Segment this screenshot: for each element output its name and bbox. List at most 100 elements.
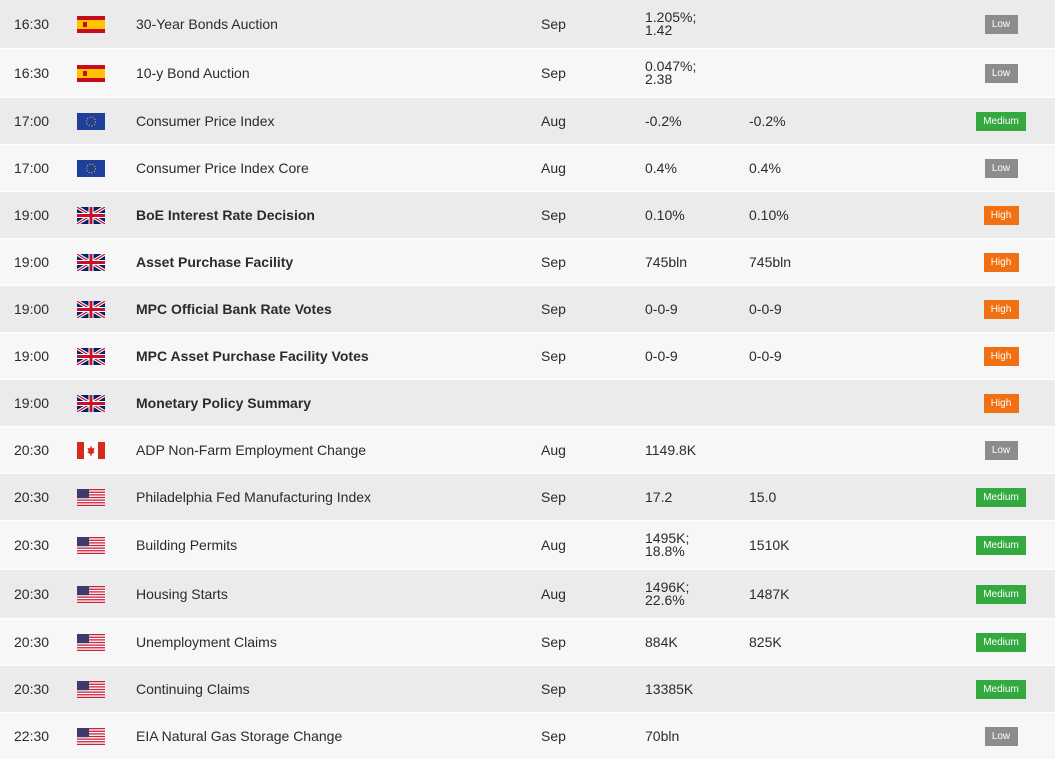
event-name[interactable]: Building Permits <box>136 537 238 553</box>
table-row[interactable]: 20:30 Unemployment Claims Sep 884K 825K Mediu… <box>0 619 1055 666</box>
importance-cell: High <box>976 333 1026 379</box>
importance-badge: High <box>983 393 1019 413</box>
event-name[interactable]: Consumer Price Index <box>136 113 275 129</box>
uk-flag-icon <box>77 239 105 285</box>
event-forecast: 1487K <box>749 586 790 602</box>
event-name[interactable]: Housing Starts <box>136 586 228 602</box>
event-name[interactable]: MPC Official Bank Rate Votes <box>136 301 332 317</box>
table-row[interactable]: 20:30 ADP Non-Farm Employment Change Aug 11… <box>0 427 1055 474</box>
importance-badge: Medium <box>976 111 1026 131</box>
event-time: 19:00 <box>14 395 50 411</box>
uk-flag-icon <box>77 380 105 426</box>
event-name[interactable]: Consumer Price Index Core <box>136 160 309 176</box>
event-period: Aug <box>541 442 566 458</box>
table-row[interactable]: 17:00 Consumer Price Index Aug -0.2% -0.2% Me… <box>0 98 1055 145</box>
importance-cell: Low <box>976 49 1026 97</box>
event-actual: 0.10% <box>645 192 685 238</box>
actual-value: 70bln <box>645 727 680 744</box>
event-actual: 0-0-9 <box>645 286 678 332</box>
event-name[interactable]: Philadelphia Fed Manufacturing Index <box>136 489 372 505</box>
event-period: Aug <box>541 586 566 602</box>
event-name[interactable]: 30-Year Bonds Auction <box>136 16 278 32</box>
actual-value: 0.4% <box>645 159 677 176</box>
spain-flag-icon <box>77 0 105 48</box>
table-row[interactable]: 19:00 MPC Official Bank Rate Votes Sep 0-0-… <box>0 286 1055 333</box>
event-actual: 884K <box>645 619 678 665</box>
usa-flag-icon <box>77 570 105 618</box>
event-time: 17:00 <box>14 113 50 129</box>
importance-badge: High <box>983 205 1019 225</box>
eu-flag-icon <box>77 145 105 191</box>
event-time: 17:00 <box>14 160 50 176</box>
importance-cell: High <box>976 380 1026 426</box>
table-row[interactable]: 19:00 Asset Purchase Facility Sep 745bln 745… <box>0 239 1055 286</box>
importance-cell: Medium <box>976 521 1026 569</box>
event-time: 20:30 <box>14 634 50 650</box>
event-period: Sep <box>541 301 566 317</box>
importance-cell: Low <box>976 145 1026 191</box>
importance-cell: High <box>976 239 1026 285</box>
importance-cell: High <box>976 192 1026 238</box>
event-name[interactable]: Asset Purchase Facility <box>136 254 294 270</box>
usa-flag-icon <box>77 619 105 665</box>
event-name[interactable]: BoE Interest Rate Decision <box>136 207 315 223</box>
actual-value: 0-0-9 <box>645 347 678 364</box>
event-time: 19:00 <box>14 207 50 223</box>
event-forecast: 0-0-9 <box>749 301 782 317</box>
table-row[interactable]: 20:30 Philadelphia Fed Manufacturing Inde… <box>0 474 1055 521</box>
event-period: Sep <box>541 681 566 697</box>
event-forecast: 825K <box>749 634 782 650</box>
table-row[interactable]: 19:00 Monetary Policy Summary High <box>0 380 1055 427</box>
importance-badge: Medium <box>976 584 1026 604</box>
usa-flag-icon <box>77 474 105 520</box>
event-actual: 1149.8K <box>645 427 696 473</box>
event-forecast: -0.2% <box>749 113 786 129</box>
event-period: Sep <box>541 254 566 270</box>
event-name[interactable]: Monetary Policy Summary <box>136 395 312 411</box>
event-time: 20:30 <box>14 681 50 697</box>
actual-value: 17.2 <box>645 488 673 505</box>
event-forecast: 745bln <box>749 254 792 270</box>
event-forecast: 0.4% <box>749 160 781 176</box>
table-row[interactable]: 16:30 30-Year Bonds Auction Sep 1.205%; 1.42… <box>0 0 1055 49</box>
actual-value: 884K <box>645 633 678 650</box>
event-name[interactable]: EIA Natural Gas Storage Change <box>136 728 343 744</box>
table-row[interactable]: 20:30 Building Permits Aug 1495K; 18.8% 1510K… <box>0 521 1055 570</box>
event-name[interactable]: Unemployment Claims <box>136 634 277 650</box>
event-period: Sep <box>541 16 566 32</box>
table-row[interactable]: 20:30 Housing Starts Aug 1496K; 22.6% 1487K Me… <box>0 570 1055 619</box>
importance-cell: Medium <box>976 666 1026 712</box>
table-row[interactable]: 22:30 EIA Natural Gas Storage Change Sep 70… <box>0 713 1055 760</box>
event-name[interactable]: ADP Non-Farm Employment Change <box>136 442 367 458</box>
actual-value: 0.10% <box>645 206 685 223</box>
table-row[interactable]: 20:30 Continuing Claims Sep 13385K Medium <box>0 666 1055 713</box>
importance-cell: Medium <box>976 98 1026 144</box>
event-time: 20:30 <box>14 537 50 553</box>
event-time: 19:00 <box>14 348 50 364</box>
actual-value: 1.42 <box>645 22 673 38</box>
table-row[interactable]: 16:30 10-y Bond Auction Sep 0.047%; 2.38 Low <box>0 49 1055 98</box>
importance-cell: Low <box>976 427 1026 473</box>
actual-value: 1495K; <box>645 530 690 546</box>
importance-badge: Low <box>984 726 1018 746</box>
event-time: 19:00 <box>14 254 50 270</box>
event-time: 16:30 <box>14 65 50 81</box>
event-period: Sep <box>541 634 566 650</box>
spain-flag-icon <box>77 49 105 97</box>
importance-cell: Medium <box>976 619 1026 665</box>
event-time: 19:00 <box>14 301 50 317</box>
event-time: 16:30 <box>14 16 50 32</box>
table-row[interactable]: 19:00 BoE Interest Rate Decision Sep 0.10% 0… <box>0 192 1055 239</box>
event-forecast: 0-0-9 <box>749 348 782 364</box>
actual-value: 1496K; <box>645 579 690 595</box>
event-name[interactable]: MPC Asset Purchase Facility Votes <box>136 348 369 364</box>
event-forecast: 0.10% <box>749 207 789 223</box>
event-name[interactable]: Continuing Claims <box>136 681 250 697</box>
importance-badge: High <box>983 346 1019 366</box>
event-name[interactable]: 10-y Bond Auction <box>136 65 250 81</box>
table-row[interactable]: 19:00 MPC Asset Purchase Facility Votes Se… <box>0 333 1055 380</box>
event-period: Sep <box>541 207 566 223</box>
eu-flag-icon <box>77 98 105 144</box>
table-row[interactable]: 17:00 Consumer Price Index Core Aug 0.4% 0.4… <box>0 145 1055 192</box>
